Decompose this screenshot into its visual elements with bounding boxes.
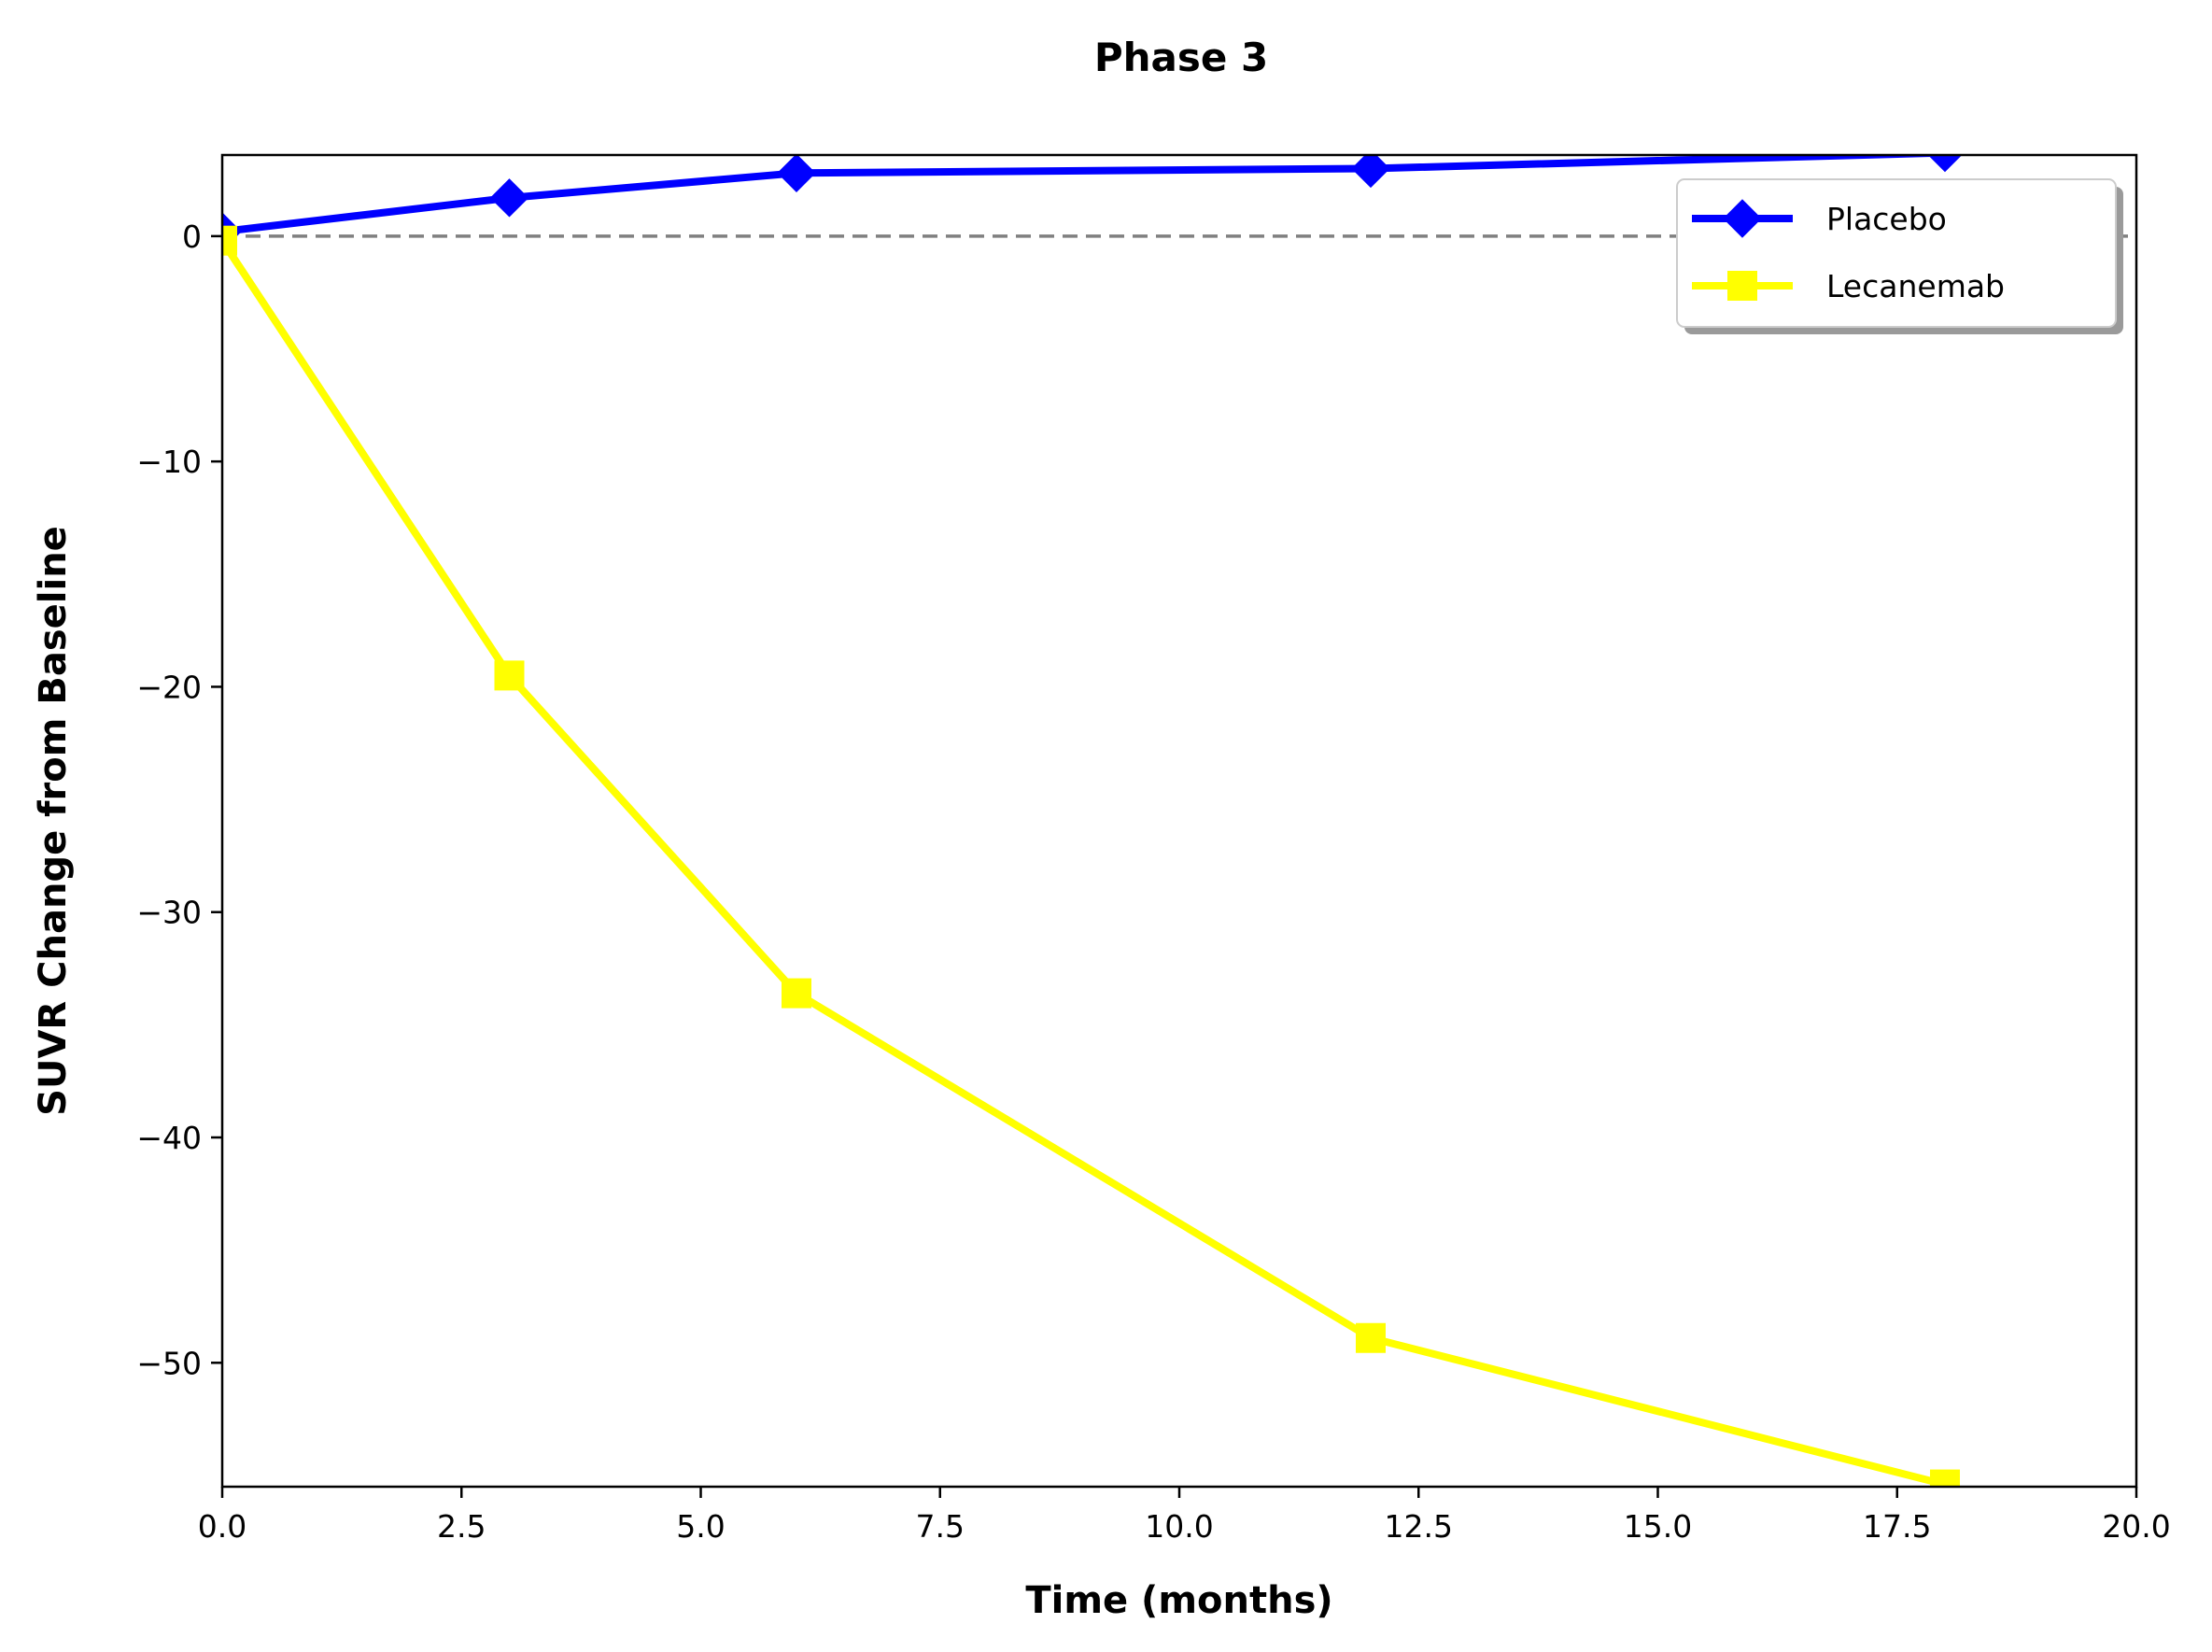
legend-label: Placebo bbox=[1826, 201, 1947, 237]
x-tick-label: 20.0 bbox=[2102, 1508, 2170, 1545]
legend-swatch-marker bbox=[1723, 199, 1762, 238]
lecanemab-line bbox=[222, 238, 1946, 1487]
x-tick-label: 10.0 bbox=[1145, 1508, 1213, 1545]
y-tick-label: −40 bbox=[136, 1120, 202, 1156]
x-tick-label: 12.5 bbox=[1385, 1508, 1453, 1545]
x-tick-label: 7.5 bbox=[916, 1508, 965, 1545]
x-tick-label: 15.0 bbox=[1624, 1508, 1692, 1545]
legend-items: Placebo Lecanemab bbox=[1692, 199, 2005, 304]
legend-item-placebo: Placebo bbox=[1692, 199, 1947, 238]
legend: Placebo Lecanemab bbox=[1676, 178, 2123, 334]
lecanemab-point bbox=[494, 660, 525, 691]
y-axis: 0 −10 −20 −30 −40 −50 bbox=[136, 219, 222, 1381]
x-axis-label: Time (months) bbox=[1025, 1579, 1332, 1622]
plot-area bbox=[222, 155, 2136, 1487]
placebo-point bbox=[1927, 155, 1963, 173]
y-tick-label: 0 bbox=[182, 219, 202, 255]
legend-item-lecanemab: Lecanemab bbox=[1692, 268, 2005, 304]
placebo-point bbox=[489, 178, 529, 218]
x-tick-label: 5.0 bbox=[676, 1508, 725, 1545]
series-placebo bbox=[222, 155, 1963, 251]
series-layer bbox=[222, 155, 1963, 1487]
y-tick-label: −20 bbox=[136, 669, 202, 705]
lecanemab-point bbox=[782, 978, 811, 1009]
chart-title: Phase 3 bbox=[1094, 35, 1268, 80]
placebo-point bbox=[777, 155, 816, 193]
placebo-point bbox=[1351, 155, 1390, 189]
y-tick-label: −10 bbox=[136, 444, 202, 480]
y-tick-label: −30 bbox=[136, 895, 202, 931]
y-axis-label: SUVR Change from Baseline bbox=[32, 526, 75, 1116]
lecanemab-point bbox=[222, 225, 237, 256]
y-tick-label: −50 bbox=[136, 1345, 202, 1381]
x-tick-label: 2.5 bbox=[437, 1508, 486, 1545]
x-axis: 0.0 2.5 5.0 7.5 10.0 12.5 15.0 17.5 20.0 bbox=[198, 1487, 2171, 1545]
plot-frame bbox=[220, 153, 2138, 1489]
legend-swatch-marker bbox=[1727, 271, 1757, 301]
x-tick-label: 0.0 bbox=[198, 1508, 247, 1545]
lecanemab-point bbox=[1930, 1469, 1960, 1487]
series-lecanemab bbox=[222, 225, 1960, 1487]
lecanemab-point bbox=[1356, 1322, 1386, 1353]
legend-label: Lecanemab bbox=[1826, 268, 2005, 304]
x-tick-label: 17.5 bbox=[1863, 1508, 1931, 1545]
